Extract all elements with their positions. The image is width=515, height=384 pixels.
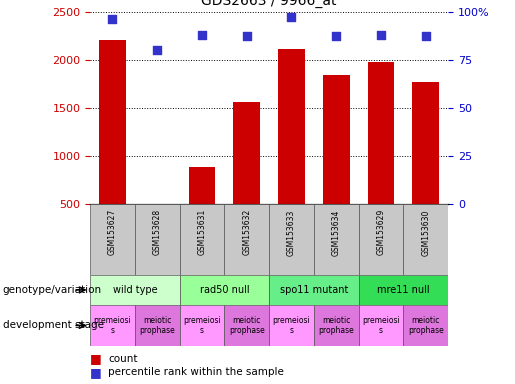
- Text: premeiosi
s: premeiosi s: [362, 316, 400, 335]
- Bar: [358, 275, 448, 305]
- Bar: [188, 167, 215, 204]
- Text: GSM153629: GSM153629: [376, 209, 385, 255]
- Text: wild type: wild type: [113, 285, 157, 295]
- Bar: [180, 305, 225, 346]
- Bar: [412, 82, 439, 204]
- Bar: [144, 204, 170, 247]
- Bar: [358, 204, 403, 275]
- Text: meiotic
prophase: meiotic prophase: [318, 316, 354, 335]
- Bar: [269, 204, 314, 275]
- Bar: [314, 305, 358, 346]
- Text: spo11 mutant: spo11 mutant: [280, 285, 348, 295]
- Text: GSM153631: GSM153631: [197, 209, 207, 255]
- Text: GSM153630: GSM153630: [421, 209, 430, 256]
- Bar: [225, 204, 269, 275]
- Point: [287, 14, 296, 20]
- Text: ■: ■: [90, 353, 106, 366]
- Bar: [90, 305, 135, 346]
- Bar: [135, 305, 180, 346]
- Bar: [314, 204, 358, 275]
- Bar: [135, 204, 180, 275]
- Bar: [368, 62, 394, 204]
- Text: development stage: development stage: [3, 320, 104, 331]
- Title: GDS2663 / 9966_at: GDS2663 / 9966_at: [201, 0, 337, 8]
- Text: GSM153632: GSM153632: [242, 209, 251, 255]
- Text: premeiosi
s: premeiosi s: [272, 316, 311, 335]
- Bar: [99, 40, 126, 204]
- Point: [422, 33, 430, 40]
- Bar: [180, 204, 225, 275]
- Bar: [323, 75, 350, 204]
- Bar: [269, 275, 358, 305]
- Bar: [269, 305, 314, 346]
- Bar: [225, 305, 269, 346]
- Text: mre11 null: mre11 null: [377, 285, 430, 295]
- Text: GSM153627: GSM153627: [108, 209, 117, 255]
- Text: premeiosi
s: premeiosi s: [183, 316, 221, 335]
- Text: ■: ■: [90, 366, 106, 379]
- Text: GSM153628: GSM153628: [153, 209, 162, 255]
- Point: [108, 16, 116, 22]
- Text: GSM153633: GSM153633: [287, 209, 296, 256]
- Bar: [403, 204, 448, 275]
- Text: meiotic
prophase: meiotic prophase: [229, 316, 265, 335]
- Text: meiotic
prophase: meiotic prophase: [408, 316, 443, 335]
- Point: [332, 33, 340, 40]
- Bar: [233, 102, 260, 204]
- Point: [377, 31, 385, 38]
- Point: [198, 31, 206, 38]
- Bar: [358, 305, 403, 346]
- Text: GSM153634: GSM153634: [332, 209, 341, 256]
- Bar: [90, 275, 180, 305]
- Bar: [278, 49, 305, 204]
- Point: [153, 47, 161, 53]
- Text: rad50 null: rad50 null: [199, 285, 249, 295]
- Text: percentile rank within the sample: percentile rank within the sample: [108, 367, 284, 377]
- Text: meiotic
prophase: meiotic prophase: [140, 316, 175, 335]
- Text: count: count: [108, 354, 138, 364]
- Bar: [90, 204, 135, 275]
- Point: [243, 33, 251, 40]
- Bar: [180, 275, 269, 305]
- Text: premeiosi
s: premeiosi s: [94, 316, 131, 335]
- Text: genotype/variation: genotype/variation: [3, 285, 101, 295]
- Bar: [403, 305, 448, 346]
